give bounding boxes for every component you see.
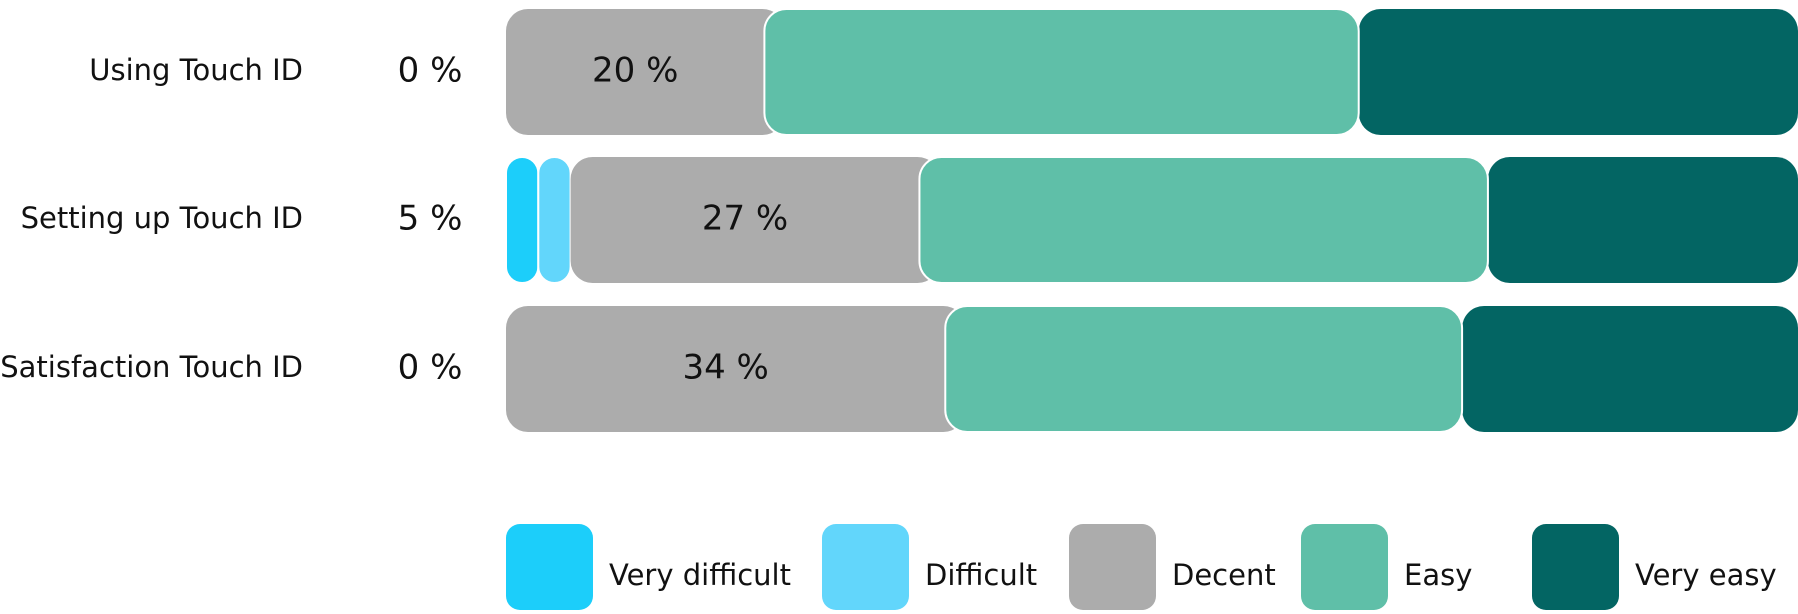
bar-segment (537, 156, 572, 284)
bar-segment (944, 305, 1464, 433)
bar-segment (1487, 157, 1798, 283)
legend-label: Very easy (1635, 558, 1777, 592)
side-label: 5 % (398, 199, 463, 239)
side-label: 0 % (398, 51, 463, 91)
legend-label: Very difficult (609, 558, 791, 592)
bar-segment (505, 156, 540, 284)
category-label: Using Touch ID (89, 53, 303, 87)
legend-swatch (1069, 524, 1156, 610)
category-label: Satisfaction Touch ID (0, 350, 303, 384)
bar-segment (570, 157, 940, 283)
legend-swatch (1532, 524, 1619, 610)
bar-segment (1462, 306, 1798, 432)
value-label: 27 % (702, 199, 788, 239)
bar-segment (506, 9, 785, 135)
legend-label: Easy (1404, 558, 1472, 592)
bar-segment (763, 8, 1360, 136)
legend-label: Difficult (925, 558, 1037, 592)
legend-label: Decent (1172, 558, 1276, 592)
bar-segment (506, 306, 966, 432)
category-label: Setting up Touch ID (21, 201, 303, 235)
value-label: 20 % (592, 51, 678, 91)
bar-segment (918, 156, 1489, 284)
legend-swatch (1301, 524, 1388, 610)
value-label: 34 % (682, 348, 768, 388)
legend-swatch (506, 524, 593, 610)
legend-swatch (822, 524, 909, 610)
bar-segment (1358, 9, 1798, 135)
side-label: 0 % (398, 348, 463, 388)
